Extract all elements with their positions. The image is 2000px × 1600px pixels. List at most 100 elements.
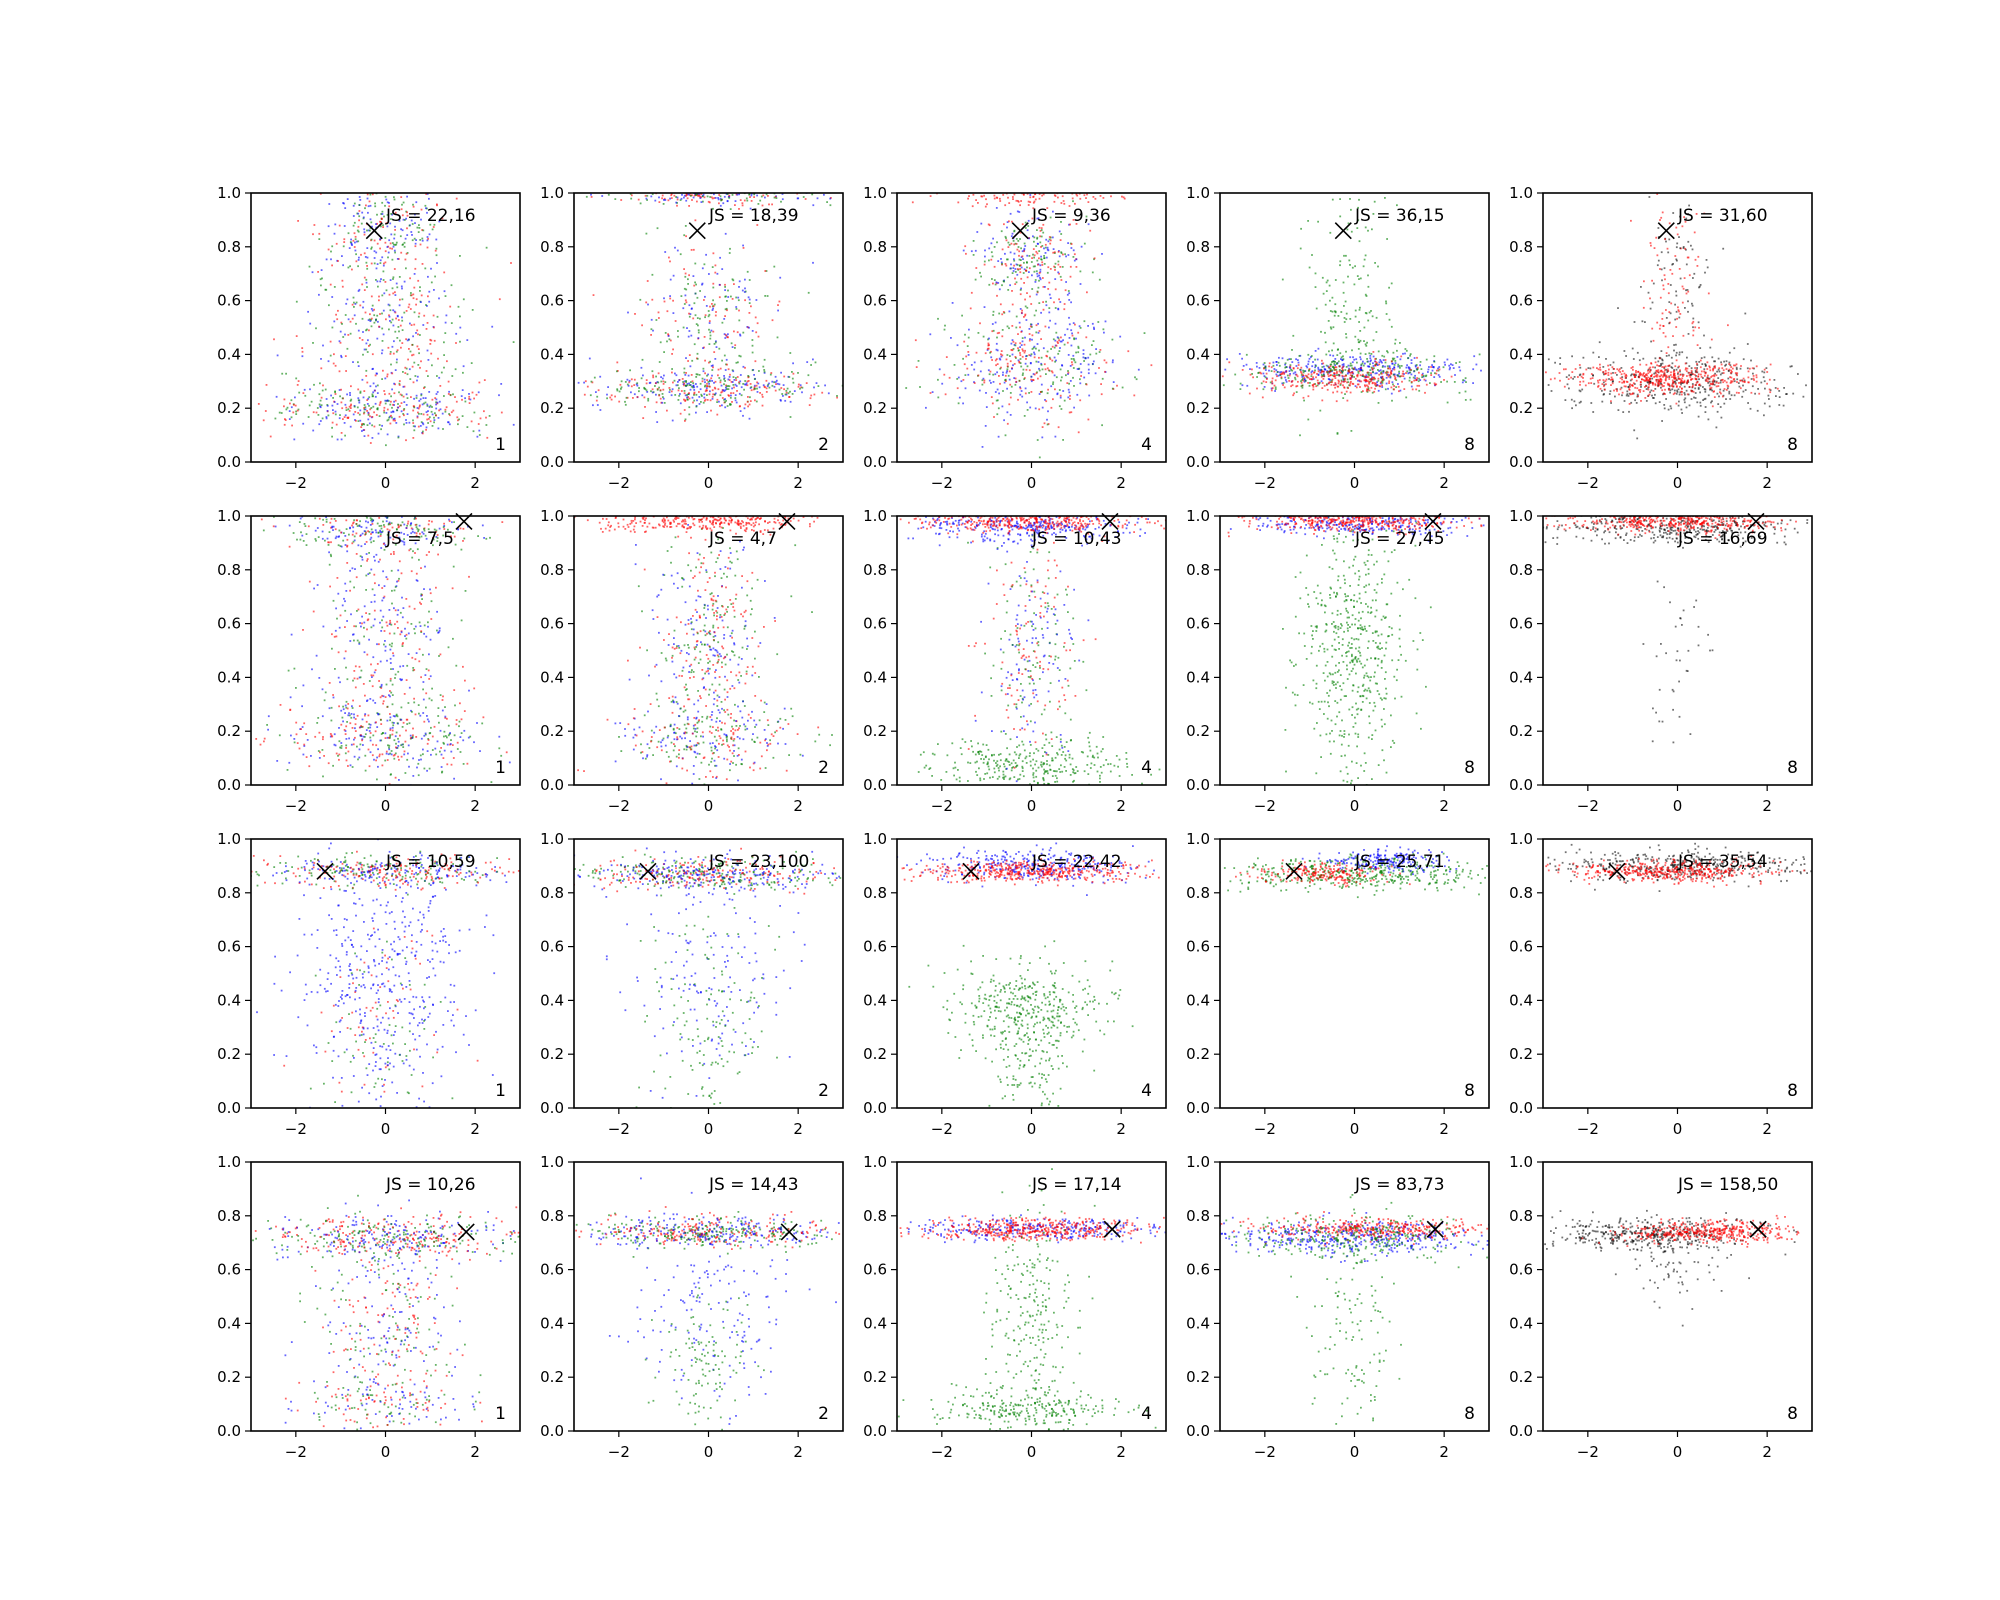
point-blue xyxy=(710,365,713,367)
point-red xyxy=(349,407,352,409)
point-blue xyxy=(414,242,417,245)
point-green xyxy=(699,382,702,385)
point-green xyxy=(1301,377,1304,380)
point-green xyxy=(1014,344,1017,347)
point-green xyxy=(385,289,388,292)
point-red xyxy=(975,351,978,354)
point-red xyxy=(1401,372,1404,375)
point-green xyxy=(1332,365,1335,368)
point-green xyxy=(691,359,694,362)
point-blue xyxy=(782,395,784,397)
point-green xyxy=(701,395,703,397)
point-red xyxy=(338,224,341,227)
point-red xyxy=(1075,223,1078,225)
point-red xyxy=(977,374,980,377)
point-red xyxy=(404,258,407,261)
point-blue xyxy=(651,391,654,394)
point-green xyxy=(1339,384,1342,386)
point-red xyxy=(1371,377,1373,380)
point-black xyxy=(1710,388,1712,391)
point-blue xyxy=(753,384,756,387)
point-blue xyxy=(824,384,826,387)
point-blue xyxy=(1057,271,1060,274)
point-blue xyxy=(1397,365,1400,368)
point-red xyxy=(455,400,458,403)
point-blue xyxy=(967,373,970,376)
point-green xyxy=(647,399,650,402)
point-green xyxy=(730,295,732,298)
point-green xyxy=(308,404,311,407)
point-blue xyxy=(1295,365,1298,367)
point-red xyxy=(1397,385,1400,388)
point-red xyxy=(1597,384,1600,387)
point-red xyxy=(471,391,474,394)
point-green xyxy=(418,352,420,355)
point-black xyxy=(1598,356,1600,358)
point-green xyxy=(1286,374,1289,377)
point-blue xyxy=(326,410,329,412)
point-blue xyxy=(1033,353,1036,356)
point-green xyxy=(417,364,420,366)
point-green xyxy=(677,335,679,338)
point-red xyxy=(993,194,996,197)
point-green xyxy=(1060,252,1063,255)
point-blue xyxy=(686,190,688,192)
point-blue xyxy=(345,302,348,305)
point-green xyxy=(366,328,368,331)
point-red xyxy=(1597,385,1599,388)
point-blue xyxy=(698,403,701,405)
point-green xyxy=(693,343,696,346)
point-red xyxy=(1677,375,1680,378)
point-red xyxy=(688,205,690,207)
point-green xyxy=(709,331,712,334)
point-green xyxy=(388,304,391,307)
point-blue xyxy=(1024,245,1027,247)
point-red xyxy=(483,410,485,413)
point-red xyxy=(1261,396,1264,399)
point-blue xyxy=(676,249,679,252)
point-green xyxy=(444,295,447,297)
point-green xyxy=(394,244,397,246)
point-blue xyxy=(1377,389,1380,392)
point-red xyxy=(1068,205,1071,207)
point-red xyxy=(645,382,648,385)
point-green xyxy=(702,401,705,404)
point-green xyxy=(417,315,420,318)
point-red xyxy=(446,360,448,363)
point-red xyxy=(708,191,710,193)
point-green xyxy=(1264,365,1267,368)
point-blue xyxy=(1026,401,1028,404)
point-green xyxy=(434,412,436,415)
point-blue xyxy=(1407,372,1410,375)
point-blue xyxy=(685,188,687,190)
point-red xyxy=(967,197,969,200)
point-blue xyxy=(714,358,717,360)
point-blue xyxy=(941,382,944,385)
point-green xyxy=(1393,357,1396,360)
point-green xyxy=(735,308,738,310)
point-green xyxy=(403,241,406,244)
point-red xyxy=(371,353,374,356)
point-green xyxy=(1383,355,1386,358)
point-red xyxy=(1087,418,1090,421)
point-red xyxy=(1252,376,1254,379)
point-red xyxy=(1071,334,1074,337)
point-blue xyxy=(376,162,378,164)
point-blue xyxy=(668,185,670,187)
point-blue xyxy=(729,190,731,192)
point-blue xyxy=(1034,407,1037,410)
point-blue xyxy=(1082,353,1085,355)
point-red xyxy=(612,190,614,192)
point-green xyxy=(427,375,429,377)
point-red xyxy=(1335,400,1338,403)
point-green xyxy=(759,199,762,202)
point-green xyxy=(1333,310,1336,313)
point-blue xyxy=(358,256,360,259)
point-blue xyxy=(1049,297,1052,299)
point-red xyxy=(1743,381,1746,383)
point-blue xyxy=(995,342,998,345)
point-red xyxy=(418,312,421,315)
point-red xyxy=(875,389,877,391)
point-green xyxy=(646,199,648,201)
point-blue xyxy=(388,315,391,318)
